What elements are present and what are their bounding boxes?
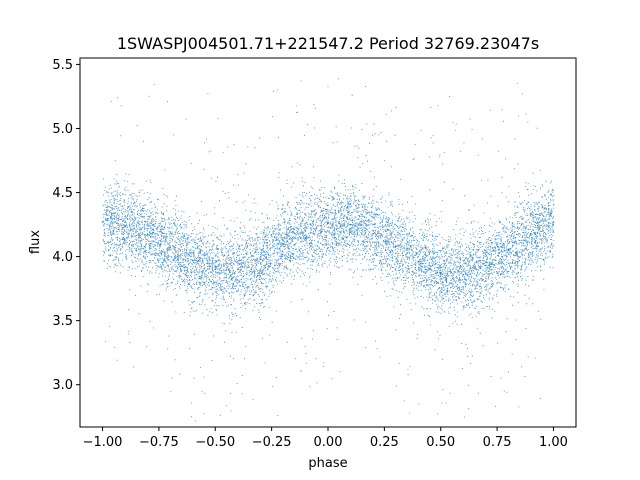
- y-tick-label: 3.5: [52, 314, 73, 329]
- data-point: [507, 249, 510, 251]
- x-tick-label: −0.50: [195, 435, 235, 450]
- y-tick-label: 3.0: [52, 378, 73, 393]
- x-tick-label: 0.00: [314, 435, 343, 450]
- x-tick-label: −0.75: [139, 435, 179, 450]
- x-axis-label: phase: [308, 456, 347, 471]
- chart-title: 1SWASPJ004501.71+221547.2 Period 32769.2…: [117, 34, 539, 53]
- y-axis-label: flux: [28, 230, 43, 254]
- data-point: [237, 268, 239, 271]
- data-point: [530, 232, 532, 235]
- x-axis: −1.00 −0.75 −0.50 −0.25 0.00 0.25 0.50 0.75 1.00: [83, 427, 568, 450]
- data-point: [417, 260, 419, 263]
- data-point: [485, 264, 487, 267]
- data-point: [462, 273, 465, 276]
- x-tick-label: −1.00: [83, 435, 123, 450]
- data-point: [552, 221, 555, 223]
- data-point: [101, 221, 104, 223]
- x-tick-label: 0.25: [370, 435, 399, 450]
- y-tick-label: 5.5: [52, 58, 73, 73]
- data-point: [169, 246, 171, 249]
- data-points: [101, 78, 555, 422]
- scatter-series-0: [101, 78, 555, 422]
- y-axis: 3.0 3.5 4.0 4.5 5.0 5.5: [52, 58, 80, 393]
- x-tick-label: 0.75: [483, 435, 512, 450]
- data-point: [439, 272, 442, 275]
- data-point: [259, 258, 262, 260]
- x-tick-label: 0.50: [426, 435, 455, 450]
- y-tick-label: 4.0: [52, 250, 73, 265]
- data-point: [146, 234, 149, 236]
- data-point: [124, 225, 126, 227]
- data-point: [349, 223, 352, 226]
- data-point: [372, 232, 374, 235]
- data-point: [191, 259, 194, 262]
- data-point: [394, 245, 397, 248]
- x-tick-label: 1.00: [539, 435, 568, 450]
- x-tick-label: −0.25: [252, 435, 292, 450]
- data-point: [327, 222, 329, 225]
- data-point: [304, 230, 307, 232]
- data-point: [214, 268, 217, 271]
- data-point: [282, 242, 284, 245]
- y-tick-label: 4.5: [52, 186, 73, 201]
- y-tick-label: 5.0: [52, 122, 73, 137]
